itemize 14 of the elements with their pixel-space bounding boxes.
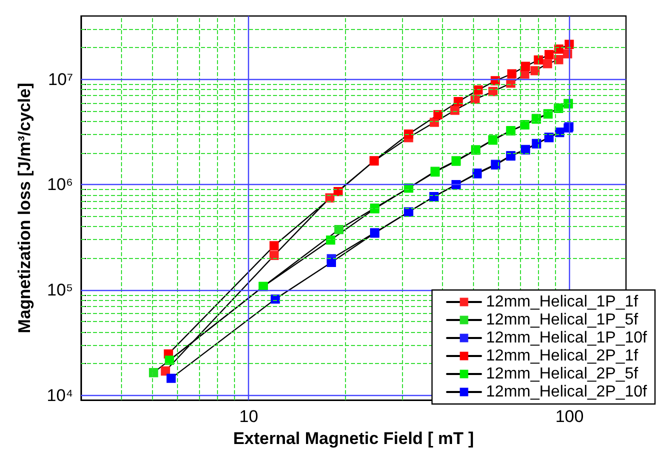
x-tick-label: 100	[555, 407, 584, 426]
x-axis-title: External Magnetic Field [ mT ]	[233, 429, 474, 448]
legend-label: 12mm_Helical_1P_10f	[486, 330, 648, 346]
y-tick-label: 10⁴	[46, 386, 73, 405]
y-tick-label: 10⁵	[47, 280, 73, 300]
legend-label: 12mm_Helical_2P_1f	[486, 348, 639, 364]
y-tick-label: 10⁷	[48, 70, 73, 89]
legend-label: 12mm_Helical_2P_10f	[486, 384, 648, 400]
y-axis-title: Magnetization loss [J/m³/cycle]	[15, 82, 34, 334]
y-tick-label: 10⁶	[47, 175, 73, 194]
x-tick-label: 10	[239, 407, 258, 426]
legend-label: 12mm_Helical_1P_5f	[486, 312, 639, 328]
legend-label: 12mm_Helical_2P_5f	[486, 366, 639, 382]
legend-label: 12mm_Helical_1P_1f	[486, 294, 639, 310]
